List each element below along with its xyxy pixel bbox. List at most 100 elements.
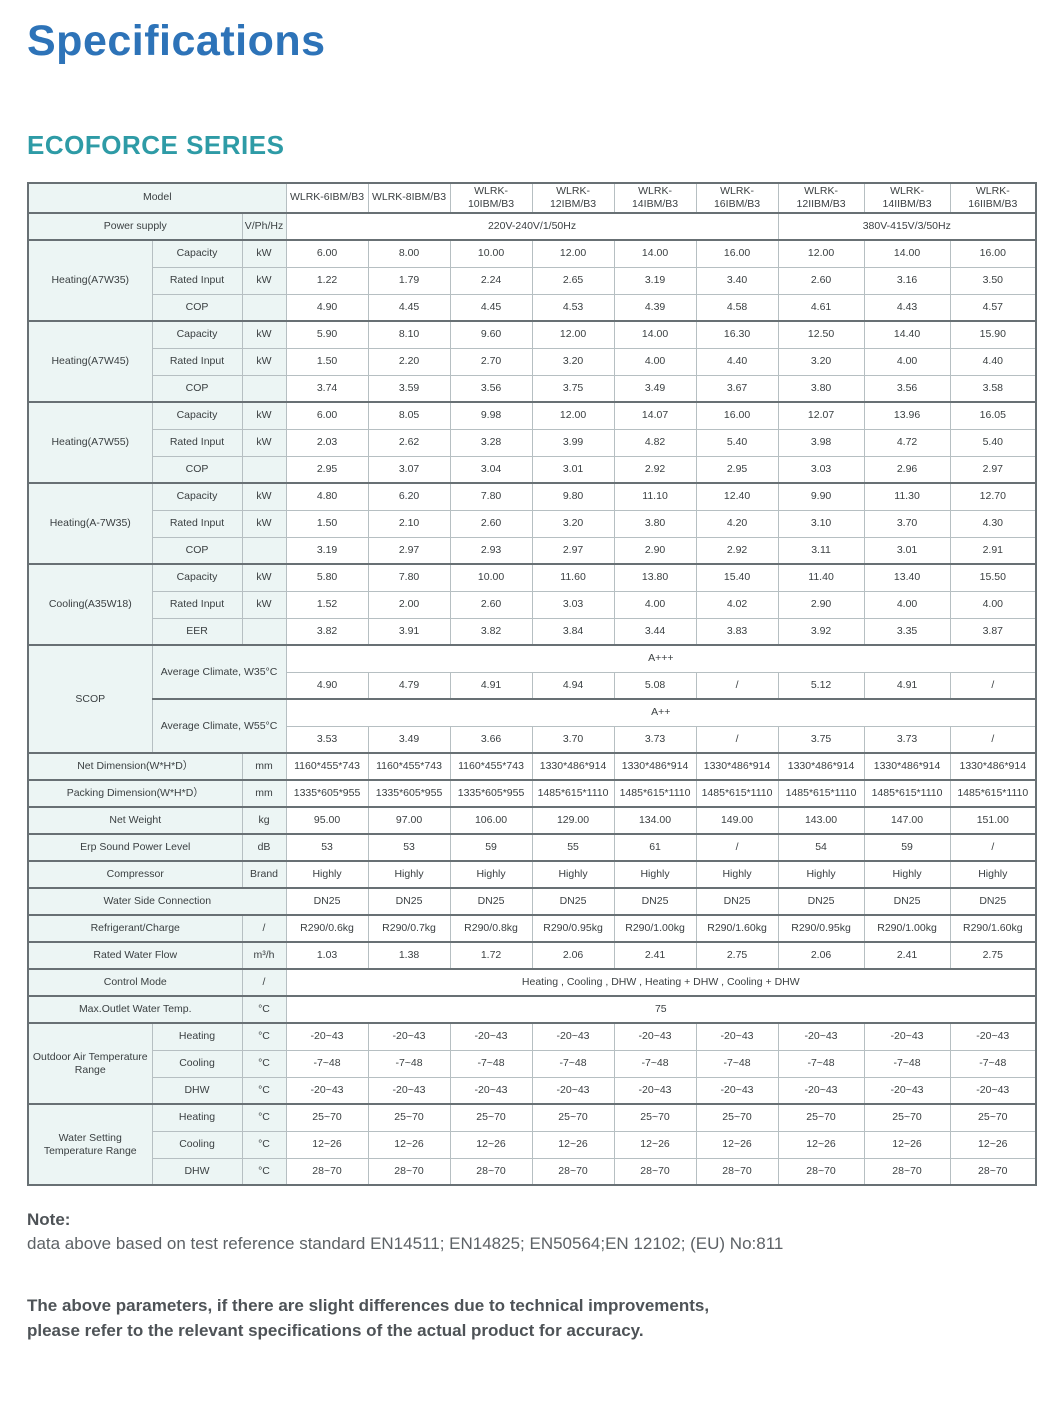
value-cell: 3.11 xyxy=(777,536,865,565)
value-cell: 5.40 xyxy=(695,428,779,457)
row-group-label: Outdoor Air Temperature Range xyxy=(27,1022,153,1105)
table-row: Rated Input kW 1.50 2.10 2.60 3.20 3.80 4.20 3.1… xyxy=(28,509,1037,538)
value-cell: 3.73 xyxy=(863,725,951,754)
value-cell: 3.50 xyxy=(949,266,1037,295)
value-cell: 59 xyxy=(863,833,951,862)
value-cell: -20~43 xyxy=(449,1076,533,1105)
disclaimer-line-2: please refer to the relevant specificati… xyxy=(27,1320,644,1340)
row-label-cell: V/Ph/Hz xyxy=(241,212,287,241)
model-header-cell: WLRK-14IIBM/B3 xyxy=(863,181,951,214)
value-cell: / xyxy=(949,725,1037,754)
value-cell: 12.50 xyxy=(777,320,865,349)
value-cell: 2.90 xyxy=(613,536,697,565)
row-label-cell: kW xyxy=(241,266,287,295)
value-cell: 4.61 xyxy=(777,293,865,322)
value-cell: 3.49 xyxy=(613,374,697,403)
value-cell: 25~70 xyxy=(449,1103,533,1132)
value-cell: Highly xyxy=(949,860,1037,889)
value-cell: 3.49 xyxy=(367,725,451,754)
value-cell: -7~48 xyxy=(863,1049,951,1078)
value-cell: 2.24 xyxy=(449,266,533,295)
value-cell: 3.35 xyxy=(863,617,951,646)
value-cell: 25~70 xyxy=(863,1103,951,1132)
value-cell: 2.97 xyxy=(531,536,615,565)
value-cell: 2.03 xyxy=(285,428,369,457)
value-cell: 3.19 xyxy=(613,266,697,295)
value-cell: R290/1.00kg xyxy=(863,914,951,943)
row-label-cell: DHW xyxy=(151,1076,243,1105)
value-cell: 28~70 xyxy=(285,1157,369,1186)
value-cell: 3.75 xyxy=(531,374,615,403)
table-row: Power supply V/Ph/Hz 220V-240V/1/50Hz 380V-… xyxy=(27,212,1037,241)
value-cell: 3.75 xyxy=(777,725,865,754)
value-cell: Highly xyxy=(777,860,865,889)
table-row: Water Setting Temperature Range Heating °C… xyxy=(27,1103,1037,1186)
value-cell: 2.95 xyxy=(285,455,369,484)
row-label-cell: Max.Outlet Water Temp. xyxy=(27,995,243,1024)
value-cell: 16.00 xyxy=(949,239,1037,268)
row-label-cell: Rated Input xyxy=(151,509,243,538)
value-cell: 5.80 xyxy=(285,563,369,592)
note-label: Note: xyxy=(27,1210,71,1230)
row-group-label: Heating(A7W55) xyxy=(27,401,153,484)
value-cell: DN25 xyxy=(613,887,697,916)
value-cell: -7~48 xyxy=(949,1049,1037,1078)
row-label-cell: Brand xyxy=(241,860,287,889)
row-label-cell: °C xyxy=(241,1157,287,1186)
value-cell: 25~70 xyxy=(613,1103,697,1132)
value-cell: 1.22 xyxy=(285,266,369,295)
value-cell: -7~48 xyxy=(777,1049,865,1078)
model-header-cell: WLRK-16IIBM/B3 xyxy=(949,181,1037,214)
value-cell: 3.91 xyxy=(367,617,451,646)
value-cell: 3.10 xyxy=(777,509,865,538)
value-cell: -20~43 xyxy=(449,1022,533,1051)
value-cell: 1485*615*1110 xyxy=(613,779,697,808)
value-cell: 4.82 xyxy=(613,428,697,457)
value-cell: -20~43 xyxy=(613,1076,697,1105)
row-label-cell: Rated Input xyxy=(151,428,243,457)
value-cell: 1.38 xyxy=(367,941,451,970)
value-cell: 15.90 xyxy=(949,320,1037,349)
value-cell: R290/0.8kg xyxy=(449,914,533,943)
value-cell: 5.12 xyxy=(777,671,865,700)
value-cell: 2.91 xyxy=(949,536,1037,565)
row-label-cell: Heating xyxy=(151,1022,243,1051)
row-label-cell: m³/h xyxy=(241,941,287,970)
row-label-cell: COP xyxy=(151,293,243,322)
value-cell: 2.65 xyxy=(531,266,615,295)
value-cell: 1330*486*914 xyxy=(777,752,865,781)
row-label-cell: kW xyxy=(241,347,287,376)
value-cell: 4.40 xyxy=(695,347,779,376)
value-cell: 4.30 xyxy=(949,509,1037,538)
value-cell: DN25 xyxy=(777,887,865,916)
value-cell: 380V-415V/3/50Hz xyxy=(777,212,1037,241)
value-cell: 3.16 xyxy=(863,266,951,295)
value-cell: 3.19 xyxy=(285,536,369,565)
value-cell: 28~70 xyxy=(777,1157,865,1186)
page-title: Specifications xyxy=(27,17,326,65)
value-cell: 1.79 xyxy=(367,266,451,295)
value-cell: DN25 xyxy=(949,887,1037,916)
value-cell: 4.45 xyxy=(449,293,533,322)
value-cell: 1335*605*955 xyxy=(367,779,451,808)
value-cell: -20~43 xyxy=(695,1022,779,1051)
value-cell: 12~26 xyxy=(695,1130,779,1159)
table-row: Heating(A7W55) Capacity kW 6.00 8.05 9.98 12.0… xyxy=(27,401,1037,484)
value-cell: -20~43 xyxy=(863,1022,951,1051)
value-cell: -20~43 xyxy=(285,1076,369,1105)
value-cell: 1330*486*914 xyxy=(863,752,951,781)
value-cell: 97.00 xyxy=(367,806,451,835)
value-cell: R290/0.95kg xyxy=(777,914,865,943)
value-cell: 2.41 xyxy=(613,941,697,970)
row-label-cell: °C xyxy=(241,995,287,1024)
value-cell: 5.90 xyxy=(285,320,369,349)
value-cell: 3.28 xyxy=(449,428,533,457)
value-cell: 15.40 xyxy=(695,563,779,592)
value-cell: 147.00 xyxy=(863,806,951,835)
row-label-cell: Rated Water Flow xyxy=(27,941,243,970)
value-cell: A+++ xyxy=(285,644,1037,673)
note-body: data above based on test reference stand… xyxy=(27,1234,784,1254)
value-cell: 151.00 xyxy=(949,806,1037,835)
row-label-cell: kW xyxy=(241,509,287,538)
value-cell: 1330*486*914 xyxy=(949,752,1037,781)
